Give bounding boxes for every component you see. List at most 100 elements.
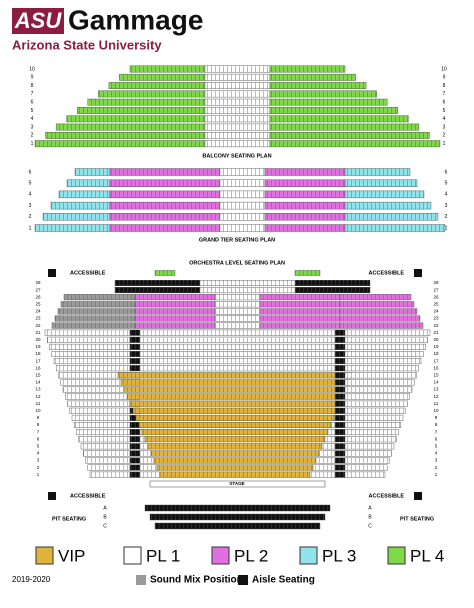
legend-label: PL 1 — [146, 546, 180, 565]
seat-dividers — [140, 471, 160, 478]
seat-dividers — [61, 301, 135, 308]
seat-dividers — [130, 337, 140, 343]
seat-dividers — [145, 505, 330, 511]
seat-dividers — [205, 74, 270, 81]
seat-dividers — [345, 471, 385, 478]
seat-dividers — [335, 386, 345, 393]
seat-dividers — [260, 315, 340, 322]
seat-dividers — [205, 140, 270, 147]
seat-dividers — [35, 140, 205, 147]
seat-dividers — [130, 429, 140, 435]
seat-dividers — [85, 457, 130, 464]
legend-swatch — [35, 546, 54, 565]
row-label: 27 — [35, 287, 41, 292]
seat-dividers — [345, 351, 424, 357]
seat-dividers — [130, 457, 140, 464]
row-label: 22 — [433, 323, 439, 328]
row-label: 26 — [35, 294, 41, 299]
seat-dividers — [110, 213, 220, 221]
row-label: 27 — [433, 287, 439, 292]
row-label: 9 — [31, 75, 34, 81]
row-label: 24 — [35, 309, 41, 314]
row-label: 2 — [443, 133, 446, 139]
seat-dividers — [65, 393, 130, 400]
seat-dividers — [270, 115, 409, 122]
legend-label: PL 2 — [234, 546, 268, 565]
seat-dividers — [133, 408, 337, 414]
legend-label: PL 3 — [322, 546, 356, 565]
row-label: 5 — [443, 108, 446, 114]
seat-dividers — [220, 213, 265, 221]
seat-dividers — [160, 471, 310, 478]
seat-dividers — [130, 436, 140, 442]
seat-dividers — [215, 301, 260, 308]
seat-dividers — [260, 301, 340, 308]
row-label: 3 — [435, 458, 438, 463]
seat-dividers — [220, 168, 265, 176]
seat-dividers — [140, 337, 335, 343]
row-label: 22 — [35, 323, 41, 328]
legend-swatch — [211, 546, 230, 565]
row-label: 15 — [433, 372, 439, 377]
seat-dividers — [270, 107, 398, 114]
seat-dividers — [157, 464, 313, 471]
seat-dividers — [345, 358, 421, 364]
seat-dividers — [345, 436, 397, 442]
seat-dividers — [335, 400, 345, 407]
seat-dividers — [140, 351, 335, 357]
seat-dividers — [115, 287, 200, 293]
seat-dividers — [265, 168, 345, 176]
row-label: B — [368, 514, 372, 520]
row-label: 9 — [443, 75, 446, 81]
row-label: 23 — [433, 316, 439, 321]
seat-dividers — [130, 400, 340, 407]
seat-dividers — [130, 415, 140, 421]
seat-dividers — [35, 224, 110, 232]
seat-dividers — [335, 393, 345, 400]
seat-dividers — [345, 443, 394, 450]
seat-dividers — [345, 464, 388, 471]
row-label: 5 — [37, 443, 40, 448]
seat-dividers — [345, 450, 392, 457]
row-label: 3 — [443, 124, 446, 130]
row-label: 3 — [37, 458, 40, 463]
seat-dividers — [295, 280, 370, 286]
row-label: 13 — [35, 387, 41, 392]
seat-dividers — [335, 358, 345, 364]
row-label: 6 — [443, 100, 446, 106]
seat-dividers — [260, 308, 340, 315]
seat-dividers — [67, 400, 130, 407]
seat-dividers — [154, 457, 316, 464]
row-label: 25 — [433, 301, 439, 306]
seat-dividers — [345, 329, 430, 336]
row-label: 20 — [433, 337, 439, 342]
seat-dividers — [265, 179, 345, 187]
row-label: 9 — [37, 415, 40, 420]
seat-dividers — [335, 471, 345, 478]
row-label: 4 — [31, 116, 34, 122]
row-label: 17 — [35, 358, 41, 363]
seat-dividers — [59, 190, 110, 198]
row-label: 5 — [31, 108, 34, 114]
accessible-icon — [48, 492, 56, 500]
row-label: 16 — [433, 365, 439, 370]
row-label: 8 — [435, 422, 438, 427]
seat-dividers — [310, 471, 335, 478]
row-label: 23 — [35, 316, 41, 321]
seat-dividers — [345, 393, 410, 400]
seat-dividers — [130, 422, 140, 428]
seat-dividers — [340, 322, 423, 329]
seat-dividers — [215, 308, 260, 315]
season: 2019-2020 — [12, 575, 51, 584]
seat-dividers — [140, 436, 145, 442]
row-label: 3 — [29, 203, 32, 209]
row-label: 8 — [31, 83, 34, 89]
seat-dividers — [335, 408, 345, 414]
row-label: 6 — [37, 436, 40, 441]
row-label: 7 — [37, 429, 40, 434]
seat-dividers — [205, 107, 270, 114]
row-label: 11 — [434, 401, 439, 406]
row-label: 10 — [29, 66, 35, 72]
row-label: 19 — [35, 344, 41, 349]
seat-dividers — [335, 457, 345, 464]
